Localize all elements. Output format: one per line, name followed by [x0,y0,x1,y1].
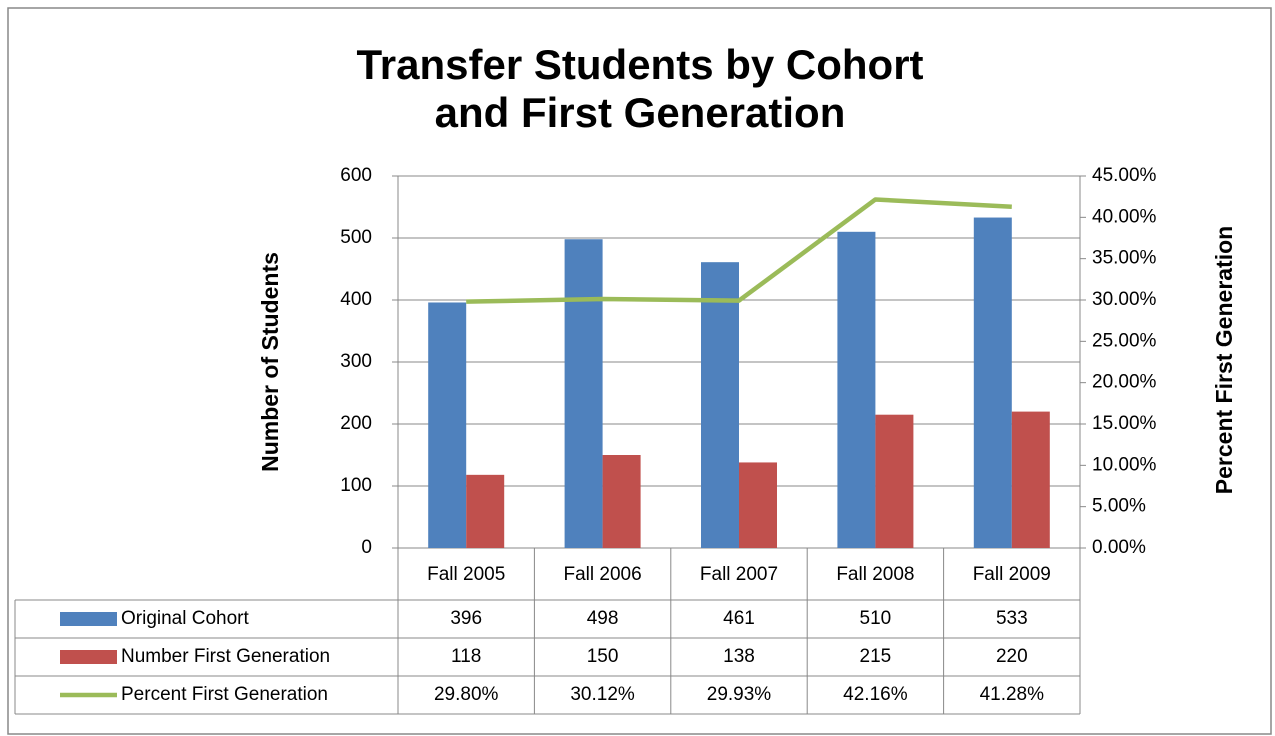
bar [428,302,467,548]
y-tick-label: 200 [340,413,372,434]
legend-swatch [60,650,117,664]
line [466,197,1012,304]
table-value: 138 [723,646,755,667]
table-value: 30.12% [570,684,635,705]
bar [973,217,1012,549]
y-tick-label: 500 [340,227,372,248]
table-value: 118 [451,646,481,667]
y-tick-label: 300 [340,351,372,372]
x-tick-label: Fall 2007 [700,564,778,585]
bar [466,474,505,548]
table-value: 510 [860,608,892,629]
y2-tick-label: 40.00% [1092,206,1157,227]
y-axis-title: Number of Students [257,252,283,472]
bar [875,414,914,548]
bar [602,455,641,548]
x-tick-label: Fall 2006 [564,564,642,585]
table-value: 29.93% [707,684,772,705]
legend-label: Number First Generation [121,646,330,667]
table-value: 461 [723,608,755,629]
y2-tick-label: 15.00% [1092,413,1157,434]
y2-tick-label: 5.00% [1092,496,1146,517]
x-tick-label: Fall 2008 [836,564,914,585]
legend-swatch [60,612,117,626]
y2-tick-label: 30.00% [1092,289,1157,310]
table-value: 533 [996,608,1028,629]
table-value: 41.28% [980,684,1045,705]
y2-tick-label: 0.00% [1092,537,1146,558]
bar [739,462,777,548]
table-value: 498 [587,608,619,629]
bar [701,262,739,548]
chart-frame [7,7,1272,735]
y2-tick-label: 20.00% [1092,372,1157,393]
y-tick-label: 400 [340,289,372,310]
legend-label: Percent First Generation [121,684,328,705]
legend-label: Original Cohort [121,608,249,629]
y-tick-label: 100 [340,475,372,496]
x-tick-label: Fall 2005 [427,564,505,585]
table-value: 215 [860,646,892,667]
y2-tick-label: 10.00% [1092,454,1157,475]
chart-title: Transfer Students by Cohort [356,41,923,88]
y2-tick-label: 35.00% [1092,248,1157,269]
chart-title: and First Generation [435,89,846,136]
bar [1011,411,1050,548]
bar [564,239,603,549]
table-value: 29.80% [434,684,499,705]
y2-tick-label: 25.00% [1092,330,1157,351]
table-value: 220 [996,646,1028,667]
table-value: 42.16% [843,684,908,705]
y-tick-label: 0 [361,537,372,558]
y2-tick-label: 45.00% [1092,165,1157,186]
table-value: 150 [587,646,619,667]
y2-axis-title: Percent First Generation [1211,226,1237,494]
y-tick-label: 600 [340,165,372,186]
bar [837,231,876,549]
table-value: 396 [450,608,482,629]
x-tick-label: Fall 2009 [973,564,1051,585]
